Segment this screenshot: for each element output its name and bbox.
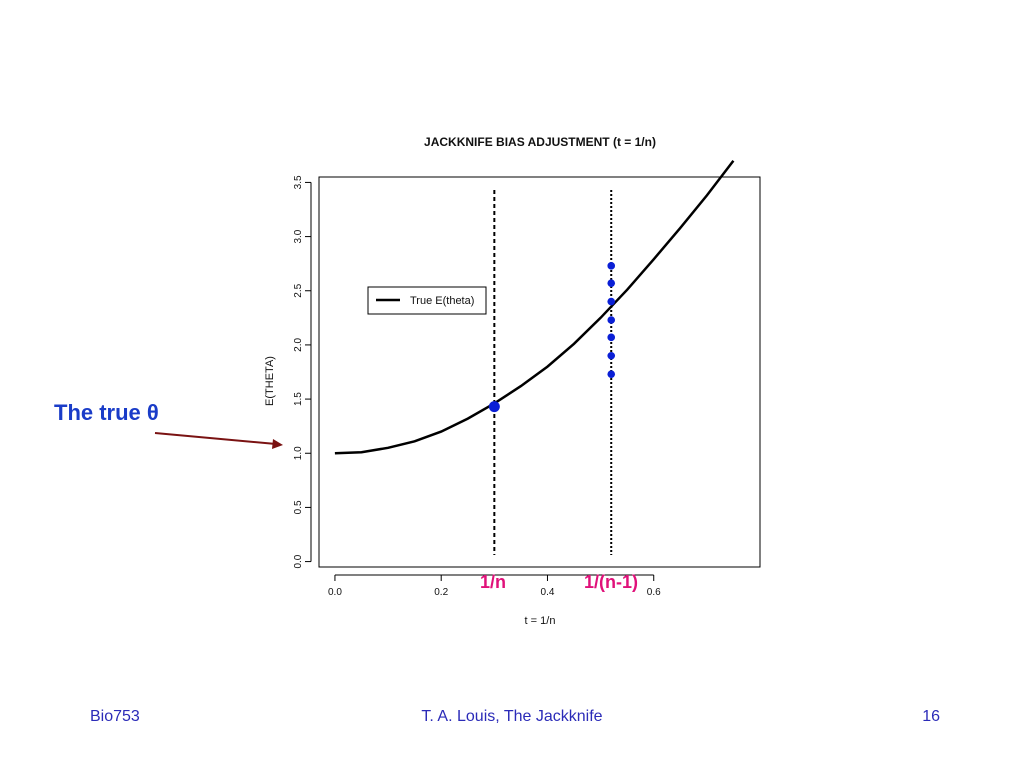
jackknife-point [607, 279, 616, 287]
chart-title: JACKKNIFE BIAS ADJUSTMENT (t = 1/n) [424, 135, 656, 149]
y-tick-label: 0.5 [293, 500, 304, 514]
footer-author-title: T. A. Louis, The Jackknife [421, 708, 603, 725]
y-axis-label: E(THETA) [264, 356, 276, 406]
footer-course: Bio753 [90, 708, 140, 725]
y-tick-label: 3.0 [293, 229, 304, 243]
points-layer [488, 262, 616, 413]
callout-arrow [154, 432, 277, 445]
footer-page-number: 16 [922, 708, 940, 725]
jackknife-point [607, 262, 616, 270]
y-tick-label: 2.5 [293, 283, 304, 297]
x-tick-label: 0.0 [328, 587, 342, 598]
x-tick-label: 0.4 [541, 587, 555, 598]
axes: 0.0 0.2 0.4 0.6 0.0 0.5 1.0 1.5 2.0 2.5 3.0 3.5 [293, 175, 661, 598]
x-axis-label: t = 1/n [524, 615, 556, 627]
legend-entry: True E(theta) [410, 295, 474, 307]
jackknife-point [607, 316, 616, 324]
jackknife-point [607, 351, 616, 360]
y-tick-label: 1.5 [293, 392, 304, 406]
y-tick-label: 2.0 [293, 338, 304, 352]
label-1-over-n-minus-1: 1/(n-1) [584, 572, 638, 592]
y-tick-label: 3.5 [293, 175, 304, 189]
y-tick-label: 1.0 [293, 446, 304, 460]
x-tick-label: 0.6 [647, 587, 661, 598]
y-tick-label: 0.0 [293, 554, 304, 568]
callout-arrowhead [272, 439, 283, 449]
jackknife-point [607, 333, 616, 342]
callout-true-theta: The true θ [54, 400, 159, 425]
true-e-theta-curve [334, 159, 735, 455]
reference-lines [493, 190, 613, 555]
x-tick-label: 0.2 [434, 587, 448, 598]
label-1-over-n: 1/n [480, 572, 507, 592]
jackknife-point [607, 370, 616, 378]
jackknife-point [607, 297, 616, 306]
true-value-point [488, 401, 500, 413]
curve-layer [334, 159, 735, 455]
legend: True E(theta) [367, 286, 487, 315]
plot-frame [318, 176, 761, 568]
